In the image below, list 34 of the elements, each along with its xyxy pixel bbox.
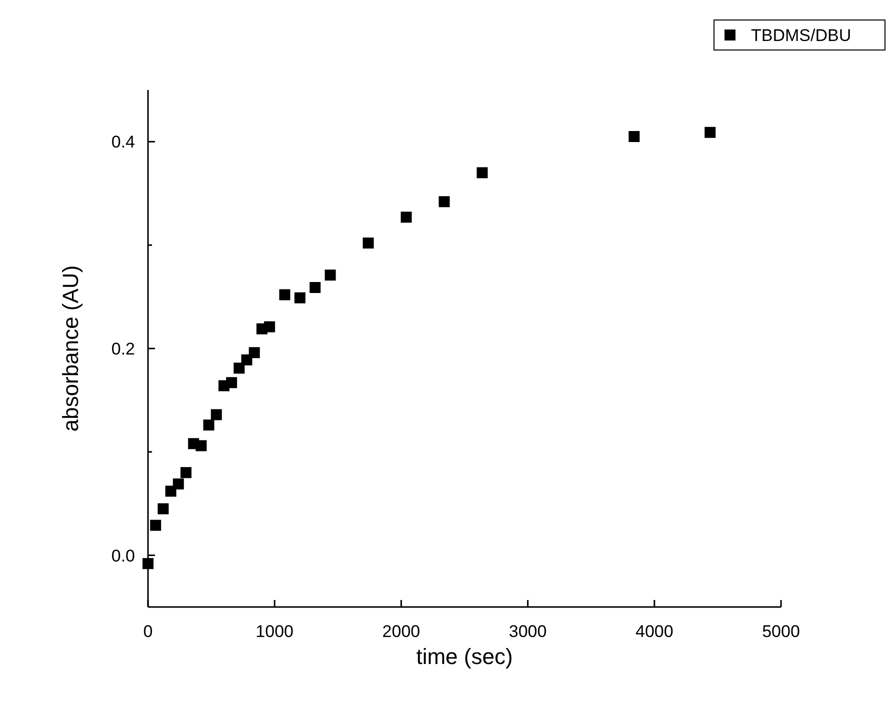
point [196, 440, 207, 452]
y-tick-label: 0.4 [111, 132, 135, 152]
x-tick-label: 3000 [508, 622, 547, 641]
x-tick-label: 5000 [762, 622, 800, 641]
legend-label: TBDMS/DBU [751, 26, 852, 45]
point [279, 289, 290, 300]
point [203, 420, 214, 431]
point [180, 467, 192, 478]
x-tick-label: 1000 [256, 622, 294, 641]
point [476, 167, 488, 178]
point [294, 292, 306, 304]
x-axis-title: time (sec) [416, 644, 513, 669]
point [248, 347, 260, 358]
point [142, 558, 154, 570]
x-tick-label: 4000 [635, 622, 674, 641]
point [226, 377, 238, 388]
point [324, 270, 336, 281]
point [158, 503, 169, 514]
point [264, 321, 276, 332]
point [172, 478, 184, 490]
point [628, 131, 640, 142]
point [150, 520, 162, 531]
x-tick-label: 0 [143, 622, 153, 641]
point [234, 362, 245, 374]
point [438, 196, 450, 208]
y-axis-title: absorbance (AU) [58, 265, 83, 432]
point [362, 238, 374, 249]
point [210, 409, 222, 420]
point [310, 282, 321, 293]
point [400, 212, 412, 223]
point [704, 126, 716, 138]
x-tick-label: 2000 [382, 622, 420, 641]
y-tick-label: 0.2 [111, 339, 135, 358]
y-tick-label: 0.0 [111, 546, 135, 566]
